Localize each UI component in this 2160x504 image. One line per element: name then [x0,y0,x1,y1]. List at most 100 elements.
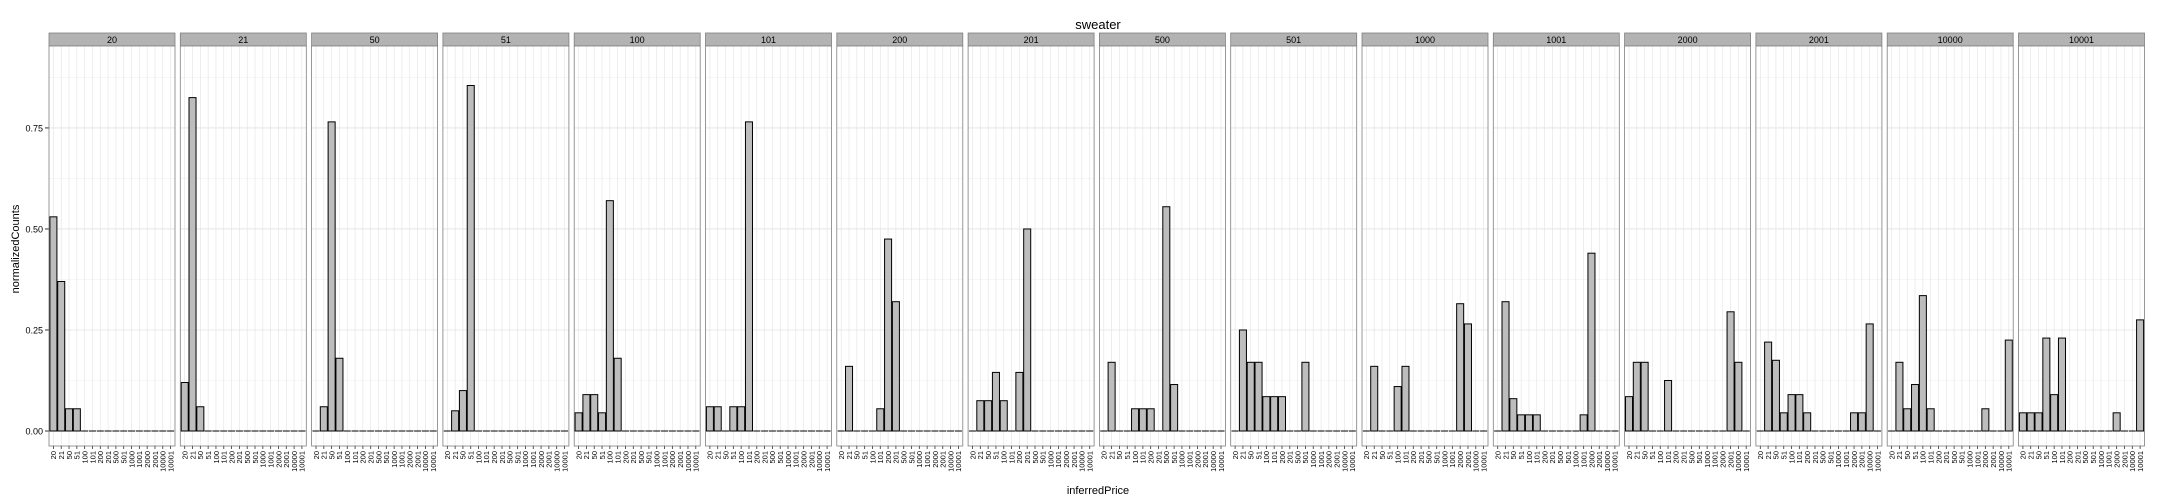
facet-strip-label: 201 [1024,35,1039,45]
panel-border [1624,45,1751,447]
x-tick-label: 101 [876,451,885,464]
bar [613,357,622,432]
x-tick-label: 2000 [799,451,808,468]
x-tick-label: 50 [1378,451,1387,459]
facet-strip-label: 10000 [1938,35,1963,45]
x-tick-label: 1001 [398,451,407,468]
y-axis: 0.00 0.25 0.50 0.75 [25,123,49,437]
x-tick-label: 10000 [1340,451,1349,472]
bar [2136,319,2145,432]
bar [57,280,66,432]
bar [991,371,1000,432]
x-tick-label: 101 [1401,451,1410,464]
x-tick-label: 501 [1301,451,1310,464]
x-tick-label: 101 [1926,451,1935,464]
x-tick-label: 10001 [166,451,175,472]
bar [72,408,81,432]
facet-panel: 1000020215051100101200201500501100010012… [1886,32,2014,472]
x-tick-label: 201 [498,451,507,464]
x-axis-label: inferredPrice [1067,485,1129,497]
x-tick-label: 1000 [1440,451,1449,468]
x-tick-label: 51 [73,451,82,459]
x-tick-label: 200 [753,451,762,464]
facet-panel: 2000202150511001012002015005011000100120… [1624,32,1751,472]
bar [884,238,893,432]
panel-border [1361,45,1489,447]
x-tick-label: 200 [359,451,368,464]
panel-border [48,45,176,447]
bar [1509,398,1518,432]
bar [1734,361,1743,432]
bar [737,406,746,432]
facet-strip-label: 21 [238,35,248,45]
x-tick-label: 201 [1417,451,1426,464]
x-tick-label: 10001 [560,451,569,472]
x-tick-label: 200 [96,451,105,464]
x-tick-label: 10000 [1734,451,1743,472]
panel-border [967,45,1095,447]
x-tick-label: 100 [868,451,877,464]
bar [180,382,189,432]
bar [1456,303,1465,432]
x-tick-label: 51 [204,451,213,459]
x-tick-label: 1000 [1703,451,1712,468]
x-tick-label: 1001 [1579,451,1588,468]
facet-panel: 2120215051100101200201500501100010012000… [179,32,307,472]
x-tick-label: 21 [845,451,854,459]
x-tick-label: 51 [1254,451,1263,459]
x-tick-label: 1001 [1711,451,1720,468]
x-tick-label: 100 [212,451,221,464]
x-tick-label: 21 [1633,451,1642,459]
x-tick-label: 10000 [290,451,299,472]
x-tick-label: 201 [1154,451,1163,464]
bar [1170,384,1179,432]
x-tick-label: 51 [1780,451,1789,459]
x-tick-label: 501 [1170,451,1179,464]
x-tick-label: 500 [1556,451,1565,464]
x-tick-label: 2000 [1850,451,1859,468]
x-tick-label: 10000 [552,451,561,472]
x-tick-label: 51 [1911,451,1920,459]
x-tick-label: 100 [343,451,352,464]
bar [1865,323,1874,432]
x-tick-label: 501 [907,451,916,464]
bar [1771,359,1780,432]
bar [1911,384,1920,432]
bar [1401,365,1410,432]
x-tick-label: 201 [629,451,638,464]
x-tick-label: 50 [1903,451,1912,459]
x-tick-label: 21 [57,451,66,459]
x-tick-label: 20 [443,451,452,459]
bar [1463,323,1472,432]
panel-background [1493,46,1620,446]
x-tick-label: 1001 [2105,451,2114,468]
facet-panel: 1002021505110010120020150050110001001200… [573,32,701,472]
x-tick-label: 100 [1656,451,1665,464]
bar [1015,371,1024,432]
y-axis-label: normalizedCounts [10,204,22,293]
x-tick-label: 1001 [266,451,275,468]
bar [999,400,1008,432]
x-tick-label: 2001 [1858,451,1867,468]
x-tick-label: 2001 [676,451,685,468]
x-tick-label: 21 [1370,451,1379,459]
x-tick-label: 501 [251,451,260,464]
panel-border [1755,45,1883,447]
x-tick-label: 500 [2081,451,2090,464]
x-tick-label: 101 [482,451,491,464]
facet-panel: 2002021505110010120020150050110001001200… [836,32,964,472]
x-tick-label: 21 [582,451,591,459]
panel-background [1887,46,2014,446]
x-tick-label: 201 [1023,451,1032,464]
facet-panels: 2020215051100101200201500501100010012000… [48,32,2145,472]
chart-title: sweater [1075,17,1121,32]
facet-strip-label: 10001 [2069,35,2094,45]
bar [2050,394,2059,432]
x-tick-label: 10001 [429,451,438,472]
bar [574,412,583,432]
x-tick-label: 50 [1247,451,1256,459]
bar [1146,408,1155,432]
bar [729,406,738,432]
panel-border [179,45,307,447]
